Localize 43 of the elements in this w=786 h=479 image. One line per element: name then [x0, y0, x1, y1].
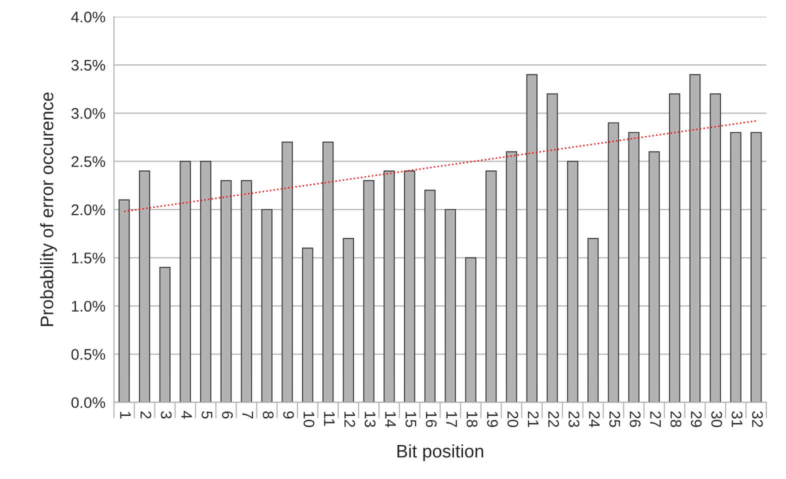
x-tick-label: 10: [304, 412, 314, 428]
y-tick-label: 3.5%: [71, 60, 106, 71]
x-tick-label: 7: [242, 411, 254, 418]
x-tick-label: 20: [507, 411, 518, 428]
x-tick-label: 30: [711, 411, 722, 428]
y-tick-label: 3.0%: [71, 108, 106, 119]
x-tick-label: 24: [589, 411, 600, 428]
y-tick-label: 0.0%: [71, 397, 106, 408]
x-tick-label: 6: [222, 411, 233, 419]
x-tick-label: 17: [446, 412, 457, 427]
x-tick-label: 14: [385, 412, 396, 428]
x-tick-label: 29: [690, 411, 702, 427]
y-tick-label: 0.5%: [71, 349, 106, 360]
x-tick-label: 3: [160, 411, 172, 419]
x-tick-label: 4: [181, 411, 192, 419]
y-tick-label: 1.0%: [72, 300, 106, 312]
x-tick-label: 25: [609, 411, 620, 428]
x-tick-label: 27: [650, 411, 661, 427]
x-axis-title: Bit position: [397, 444, 484, 462]
y-axis-title: Probability of error occurence: [40, 92, 57, 326]
x-tick-label: 21: [528, 411, 539, 427]
y-tick-label: 4.0%: [71, 12, 106, 22]
x-tick-label: 22: [548, 411, 560, 427]
y-tick-label: 1.5%: [72, 252, 106, 264]
x-tick-label: 9: [283, 411, 294, 418]
x-tick-label: 28: [670, 411, 682, 428]
y-tick-label: 2.0%: [72, 204, 106, 216]
x-tick-label: 13: [364, 412, 376, 428]
x-tick-label: 16: [426, 412, 437, 428]
x-tick-label: 12: [344, 412, 356, 427]
x-tick-label: 18: [466, 412, 478, 428]
x-tick-label: 2: [140, 411, 152, 418]
x-tick-label: 23: [568, 411, 580, 428]
x-tick-label: 19: [487, 412, 498, 427]
y-tick-label: 2.5%: [72, 156, 106, 168]
x-tick-label: 11: [324, 412, 335, 426]
x-tick-label: 15: [405, 412, 416, 428]
x-tick-label: 32: [752, 411, 763, 427]
x-tick-label: 1: [120, 412, 131, 418]
x-tick-label: 8: [262, 411, 274, 419]
x-tick-label: 26: [630, 411, 641, 428]
x-tick-label: 31: [732, 411, 742, 427]
x-tick-label: 5: [202, 411, 212, 419]
